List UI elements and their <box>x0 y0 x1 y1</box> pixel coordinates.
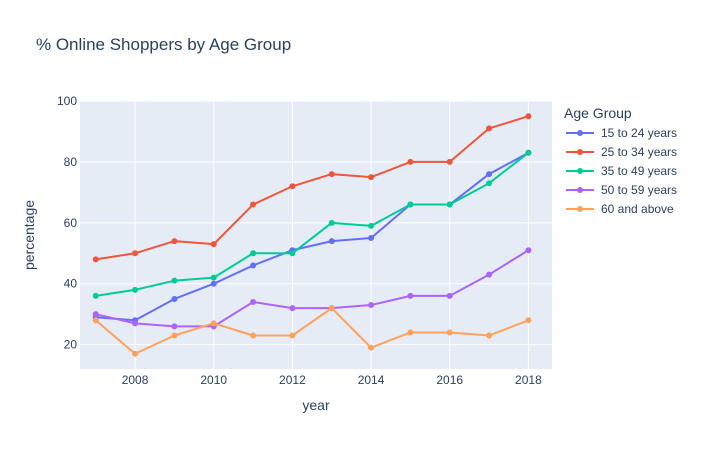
legend-item[interactable]: 50 to 59 years <box>566 183 677 197</box>
data-point <box>289 332 296 339</box>
legend: Age Group 15 to 24 years 25 to 34 years 35… <box>564 105 677 216</box>
data-point <box>525 113 532 120</box>
data-point <box>250 201 257 208</box>
data-point <box>132 350 139 357</box>
data-point <box>132 320 139 327</box>
data-point <box>289 305 296 312</box>
x-tick-label: 2008 <box>122 373 149 387</box>
data-point <box>407 201 414 208</box>
data-point <box>407 329 414 336</box>
data-point <box>486 271 493 278</box>
data-point <box>250 332 257 339</box>
x-axis-label: year <box>302 397 330 413</box>
data-point <box>525 317 532 324</box>
data-point <box>132 286 139 293</box>
y-tick-label: 80 <box>64 155 78 169</box>
legend-items: 15 to 24 years 25 to 34 years 35 to 49 yea… <box>566 126 677 216</box>
data-point <box>328 305 335 312</box>
data-point <box>289 250 296 257</box>
data-point <box>250 262 257 269</box>
data-point <box>328 171 335 178</box>
data-point <box>486 332 493 339</box>
data-point <box>446 201 453 208</box>
data-point <box>525 149 532 156</box>
series-layer <box>92 113 532 357</box>
data-point <box>210 241 217 248</box>
x-tick-label: 2018 <box>515 373 542 387</box>
data-point <box>210 274 217 281</box>
series-line <box>95 307 529 355</box>
data-point <box>171 323 178 330</box>
data-point <box>92 292 99 299</box>
data-point <box>210 320 217 327</box>
y-tick-label: 20 <box>64 338 78 352</box>
x-tick-label: 2014 <box>358 373 385 387</box>
y-axis-label: percentage <box>21 200 37 270</box>
chart-title: % Online Shoppers by Age Group <box>36 35 291 54</box>
data-point <box>368 174 375 181</box>
legend-item[interactable]: 15 to 24 years <box>566 126 677 140</box>
y-tick-label: 100 <box>57 94 77 108</box>
tick-labels: 2008 2010 2012 2014 2016 2018 20 40 60 80 100 <box>57 94 542 387</box>
data-point <box>289 183 296 190</box>
legend-label: 25 to 34 years <box>601 145 677 159</box>
series-line <box>95 249 529 328</box>
data-point <box>446 158 453 165</box>
data-point <box>446 329 453 336</box>
y-tick-label: 40 <box>64 277 78 291</box>
legend-item[interactable]: 60 and above <box>566 202 674 216</box>
data-point <box>407 158 414 165</box>
legend-swatch-marker <box>577 149 583 155</box>
y-tick-label: 60 <box>64 216 78 230</box>
legend-label: 15 to 24 years <box>601 126 677 140</box>
data-point <box>132 250 139 257</box>
data-point <box>486 180 493 187</box>
data-point <box>92 311 99 318</box>
data-point <box>250 250 257 257</box>
data-point <box>171 277 178 284</box>
legend-title: Age Group <box>564 105 632 121</box>
data-point <box>210 280 217 287</box>
legend-swatch-marker <box>577 187 583 193</box>
x-tick-label: 2012 <box>279 373 306 387</box>
legend-label: 60 and above <box>601 202 674 216</box>
data-point <box>446 292 453 299</box>
data-point <box>328 238 335 245</box>
legend-item[interactable]: 35 to 49 years <box>566 164 677 178</box>
x-tick-label: 2010 <box>200 373 227 387</box>
data-point <box>407 292 414 299</box>
x-tick-label: 2016 <box>436 373 463 387</box>
data-point <box>92 256 99 263</box>
legend-swatch-marker <box>577 206 583 212</box>
series-line <box>95 115 529 261</box>
legend-label: 35 to 49 years <box>601 164 677 178</box>
legend-label: 50 to 59 years <box>601 183 677 197</box>
data-point <box>486 125 493 132</box>
series-line <box>95 151 529 322</box>
data-point <box>368 235 375 242</box>
data-point <box>368 302 375 309</box>
data-point <box>525 247 532 254</box>
data-point <box>250 299 257 305</box>
data-point <box>171 238 178 245</box>
data-point <box>368 344 375 351</box>
data-point <box>328 219 335 226</box>
series-line <box>95 151 530 297</box>
data-point <box>486 171 493 178</box>
data-point <box>171 332 178 339</box>
legend-swatch-marker <box>577 168 583 174</box>
data-point <box>171 295 178 302</box>
legend-swatch-marker <box>577 130 583 136</box>
legend-item[interactable]: 25 to 34 years <box>566 145 677 159</box>
data-point <box>92 317 99 324</box>
data-point <box>368 222 375 229</box>
